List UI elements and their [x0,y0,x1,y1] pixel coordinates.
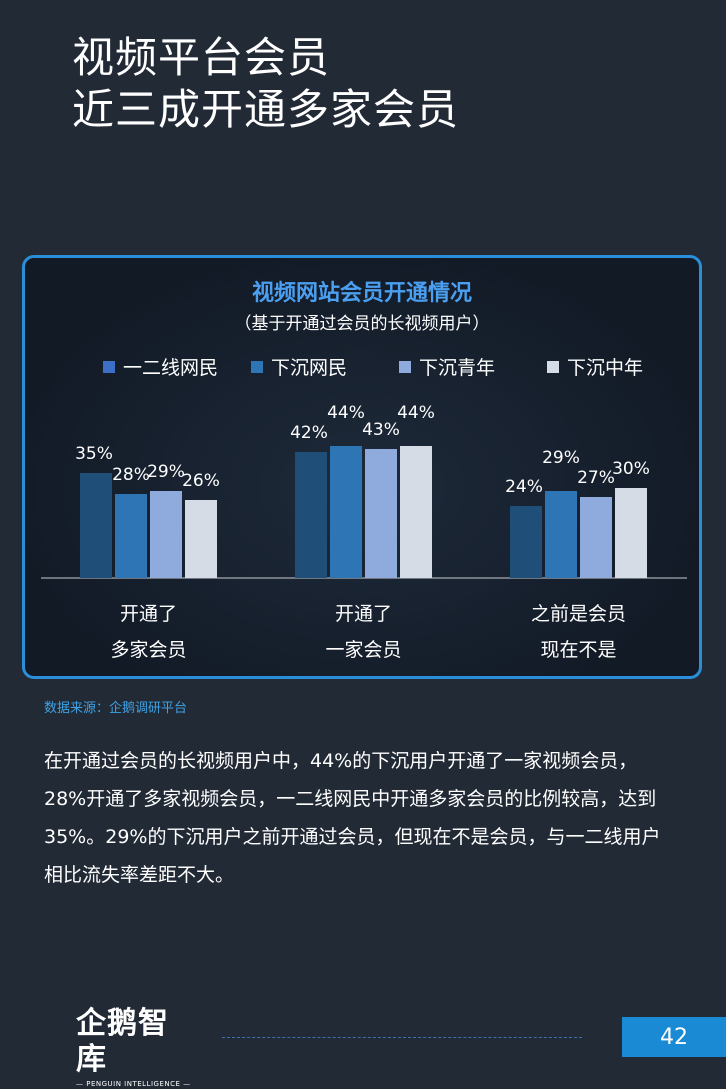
category-label: 开通了 [335,603,392,625]
data-source: 数据来源：企鹅调研平台 [44,701,188,716]
chart-card: 视频网站会员开通情况 （基于开通过会员的长视频用户） 一二线网民 下沉网民 下沉… [22,255,702,679]
data-label: 43% [362,420,400,440]
data-label: 24% [505,477,543,497]
legend-label: 下沉中年 [567,357,644,379]
bar [80,473,112,578]
bar [400,446,432,578]
logo-tagline: — PENGUIN INTELLIGENCE — [76,1080,191,1088]
legend-swatch [547,360,559,373]
legend-label: 下沉网民 [271,357,348,379]
bar [545,491,577,578]
footer-divider [222,1037,582,1038]
legend-swatch [103,360,115,373]
body-paragraph: 在开通过会员的长视频用户中，44%的下沉用户开通了一家视频会员，28%开通了多家… [44,750,661,886]
category-label: 之前是会员 [531,603,626,625]
category-label: 开通了 [120,603,177,625]
data-label: 29% [542,448,580,468]
data-label: 44% [397,403,435,423]
title-line-1: 视频平台会员 [72,33,331,82]
bar [510,506,542,578]
chart-title: 视频网站会员开通情况 [251,281,472,306]
bar-chart: 35%28%29%26%开通了多家会员42%44%43%44%开通了一家会员24… [41,403,687,661]
legend-swatch [251,360,263,373]
data-label: 26% [182,471,220,491]
data-label: 44% [327,403,365,423]
chart-legend: 一二线网民 下沉网民 下沉青年 下沉中年 [103,353,695,380]
category-label: 一家会员 [325,639,401,661]
bar [185,500,217,578]
bar [330,446,362,578]
legend-label: 下沉青年 [419,357,496,379]
legend-swatch [399,360,411,373]
bar [365,449,397,578]
category-label: 多家会员 [110,639,186,661]
legend-item: 下沉中年 [547,353,695,380]
title-line-2: 近三成开通多家会员 [72,85,460,134]
legend-item: 下沉网民 [251,353,399,380]
data-label: 27% [577,468,615,488]
bar [115,494,147,578]
page-number: 42 [622,1017,726,1057]
legend-label: 一二线网民 [123,357,219,379]
bar [615,488,647,578]
bar [150,491,182,578]
legend-item: 一二线网民 [103,353,251,380]
logo-wordmark: 企鹅智库 [76,1006,169,1077]
brand-logo: 企鹅智库 — PENGUIN INTELLIGENCE — [76,1006,196,1088]
bar [295,452,327,578]
data-label: 42% [290,423,328,443]
chart-subtitle: （基于开通过会员的长视频用户） [234,314,490,334]
data-label: 29% [147,462,185,482]
bar [580,497,612,578]
page-title: 视频平台会员 近三成开通多家会员 [72,32,459,136]
data-label: 35% [75,444,113,464]
legend-item: 下沉青年 [399,353,547,380]
data-label: 30% [612,459,650,479]
category-label: 现在不是 [540,639,616,661]
data-label: 28% [112,465,150,485]
